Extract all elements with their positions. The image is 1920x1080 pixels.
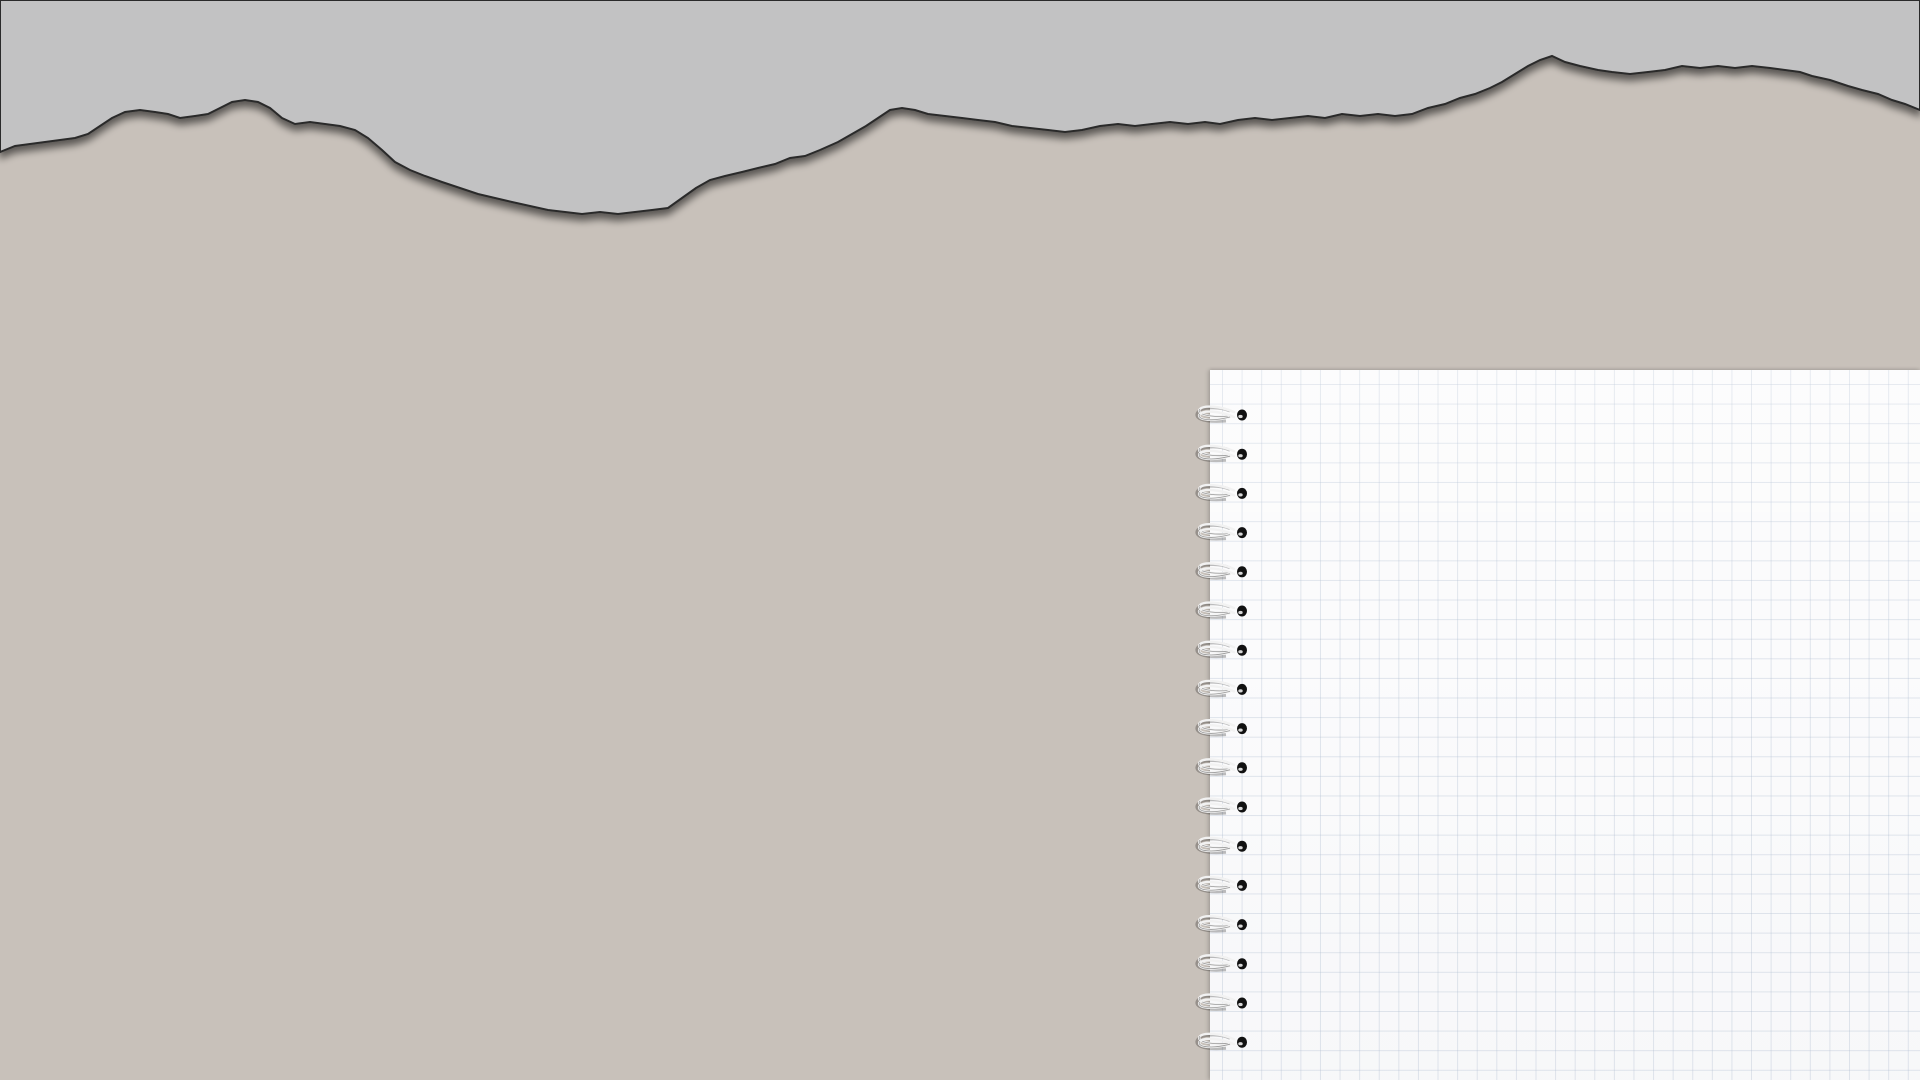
spiral-ring [1195, 993, 1247, 1011]
spiral-ring [1195, 601, 1247, 619]
spiral-ring [1195, 640, 1247, 659]
spiral-ring [1195, 523, 1247, 541]
spiral-ring [1195, 875, 1247, 894]
spiral-ring [1195, 1032, 1247, 1051]
notebook-spiral-binding [1195, 405, 1247, 1051]
spiral-ring [1195, 836, 1247, 855]
spiral-notebook-icon [1190, 370, 1920, 1080]
spiral-ring [1195, 797, 1247, 815]
spiral-ring [1195, 719, 1247, 737]
spiral-ring [1195, 483, 1247, 502]
notebook-grid-page [1210, 370, 1920, 1080]
spiral-ring [1195, 915, 1247, 933]
spiral-ring [1195, 405, 1247, 423]
spiral-ring [1195, 444, 1247, 463]
spiral-ring [1195, 562, 1247, 580]
spiral-ring [1195, 758, 1247, 776]
spiral-ring [1195, 679, 1247, 698]
spiral-ring [1195, 954, 1247, 972]
torn-paper-icon [0, 0, 1920, 216]
